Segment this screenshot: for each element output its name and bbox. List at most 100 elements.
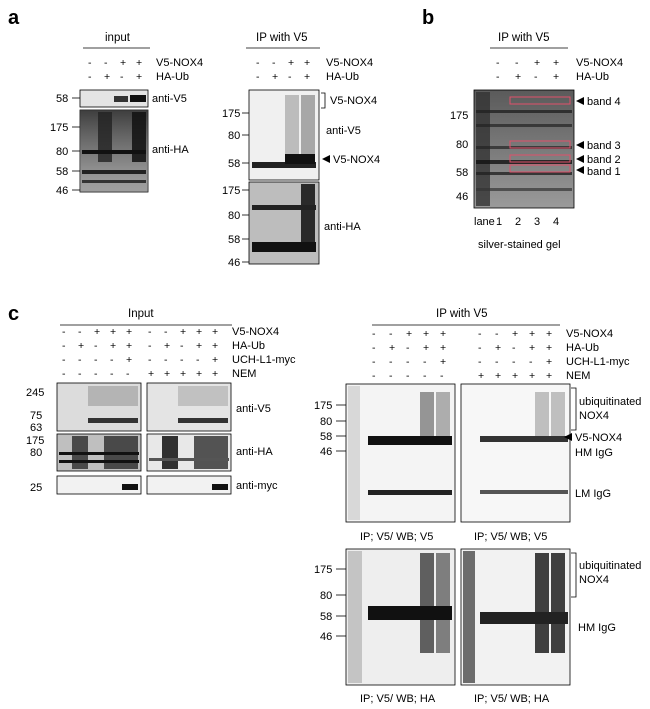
sign: - [78, 354, 82, 366]
sign: + [136, 57, 142, 69]
band [88, 418, 138, 423]
label-nox4: NOX4 [579, 410, 609, 422]
label-lm-igg: LM IgG [575, 488, 611, 500]
sign: - [126, 368, 130, 380]
sign: + [553, 71, 559, 83]
label-anti-v5: anti-V5 [326, 125, 361, 137]
marker-46: 46 [456, 191, 468, 203]
sign: - [196, 354, 200, 366]
sign: + [212, 354, 218, 366]
sign: + [304, 57, 310, 69]
sign: + [546, 342, 552, 354]
sign: - [389, 328, 393, 340]
caption-ip-v5-wb-ha-left: IP; V5/ WB; HA [360, 693, 436, 705]
box-band-4 [509, 96, 571, 105]
panel-b-header: IP with V5 [498, 32, 550, 44]
marker-58: 58 [320, 611, 332, 623]
smear-lane [420, 553, 434, 653]
band-hm-igg [480, 612, 568, 624]
smear-lane [132, 112, 146, 162]
label-v5-nox4-smear: V5-NOX4 [330, 95, 377, 107]
label-hm-igg: HM IgG [578, 622, 616, 634]
sign: - [288, 71, 292, 83]
blot-c-input-anti-myc-left [56, 475, 142, 495]
panel-c-ip-signs: - - + + + - - + + + - + - + + - + - + + … [372, 328, 552, 382]
sign: - [78, 326, 82, 338]
sign: - [478, 328, 482, 340]
row-label-ha-ub: HA-Ub [156, 71, 189, 83]
arrowhead [322, 155, 330, 163]
sign: - [478, 356, 482, 368]
arrowhead [576, 155, 584, 163]
sign: - [148, 326, 152, 338]
sign: - [94, 368, 98, 380]
sign: + [196, 340, 202, 352]
panel-b-signs: - - + + - + - + [496, 57, 559, 83]
band [476, 188, 572, 191]
sign: - [372, 370, 376, 382]
lane-1: 1 [496, 216, 502, 228]
smear-lane [98, 112, 112, 162]
label-v5-nox4: V5-NOX4 [333, 154, 380, 166]
panel-c-ip-header: IP with V5 [436, 308, 488, 320]
sign: - [389, 370, 393, 382]
label-v5-nox4: V5-NOX4 [575, 432, 622, 444]
sign: + [423, 328, 429, 340]
marker-175: 175 [26, 435, 44, 447]
blot-label-anti-ha: anti-HA [152, 144, 189, 156]
marker-80: 80 [456, 139, 468, 151]
label-nox4: NOX4 [579, 574, 609, 586]
sign: - [512, 342, 516, 354]
marker-80: 80 [228, 210, 240, 222]
smear-lane [551, 553, 565, 653]
panel-a-input-header: input [105, 32, 131, 44]
marker-63: 63 [30, 422, 42, 434]
sign: - [406, 370, 410, 382]
band [82, 150, 146, 154]
row-label-nem: NEM [566, 370, 590, 382]
sign: - [62, 326, 66, 338]
sign: + [126, 340, 132, 352]
smear-lane [535, 392, 549, 437]
sign: + [212, 368, 218, 380]
sign: + [529, 342, 535, 354]
sign: + [180, 326, 186, 338]
marker-80: 80 [30, 447, 42, 459]
sign: - [148, 354, 152, 366]
sign: + [423, 342, 429, 354]
label-band-4: band 4 [587, 96, 621, 108]
label-ubiquitinated: ubiquitinated [579, 560, 641, 572]
sign: + [196, 368, 202, 380]
sign: - [180, 354, 184, 366]
sign: + [196, 326, 202, 338]
band [476, 172, 572, 175]
sign: - [440, 370, 444, 382]
band [252, 205, 316, 210]
label-hm-igg: HM IgG [575, 447, 613, 459]
marker-175: 175 [314, 400, 332, 412]
bracket [571, 387, 577, 431]
sign: - [512, 356, 516, 368]
row-label-v5-nox4: V5-NOX4 [232, 326, 279, 338]
bracket [571, 552, 577, 598]
sign: - [423, 370, 427, 382]
sign: + [546, 370, 552, 382]
highlight-boxes [509, 96, 571, 173]
panel-b-letter: b [422, 7, 434, 29]
smear-lane [535, 553, 549, 653]
lane-2: 2 [515, 216, 521, 228]
sign: + [389, 342, 395, 354]
sign: - [495, 328, 499, 340]
sign: - [110, 354, 114, 366]
bracket [321, 92, 326, 109]
row-label-v5-nox4: V5-NOX4 [326, 57, 373, 69]
sign: + [148, 368, 154, 380]
sign: + [534, 57, 540, 69]
marker-58: 58 [56, 166, 68, 178]
sign: - [389, 356, 393, 368]
panel-a-input-signs: - - + + - + - + [88, 57, 142, 83]
sign: + [512, 370, 518, 382]
row-label-v5-nox4: V5-NOX4 [566, 328, 613, 340]
marker-58: 58 [320, 431, 332, 443]
